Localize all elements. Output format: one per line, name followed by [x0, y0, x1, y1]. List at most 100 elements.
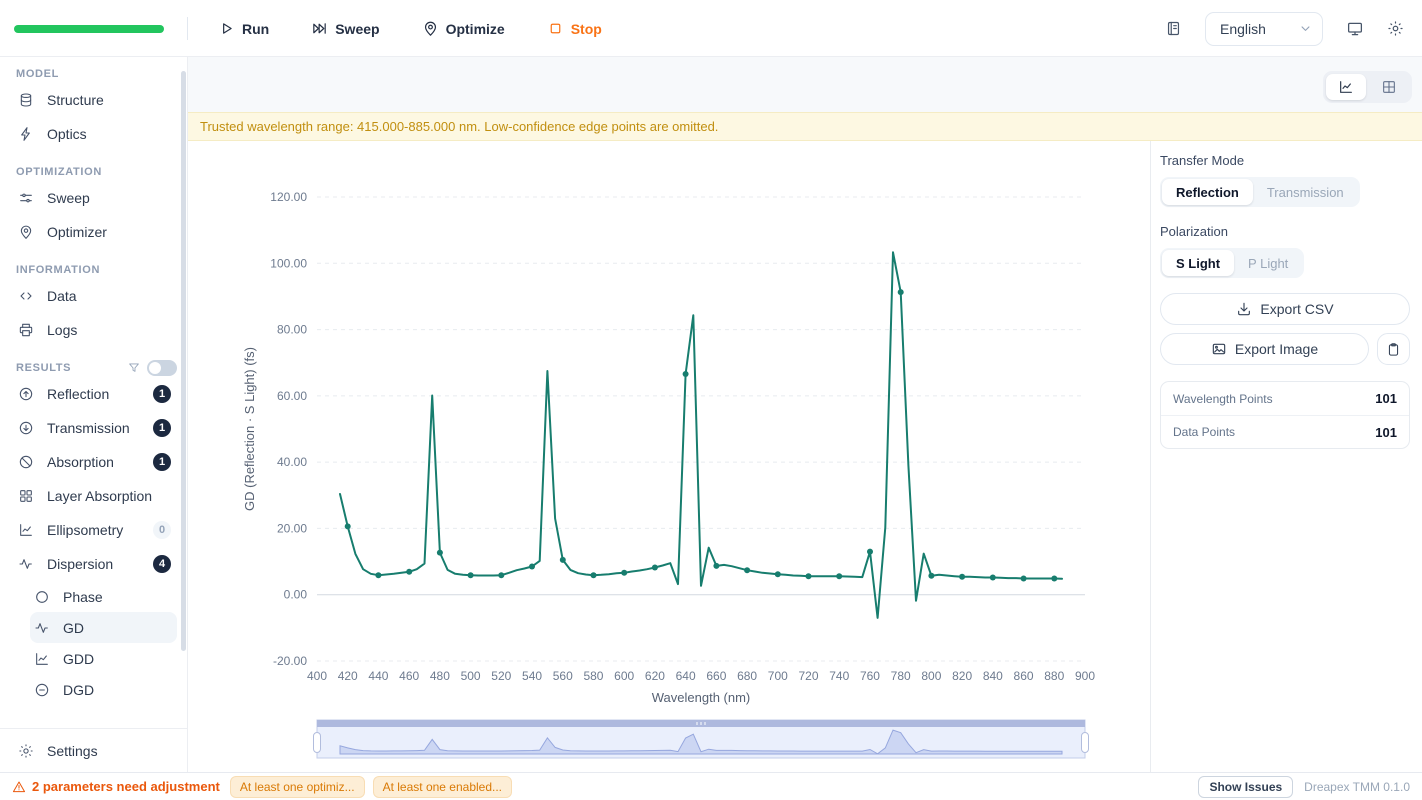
parameter-warning: 2 parameters need adjustment	[0, 779, 230, 794]
x-tick-label: 400	[307, 669, 327, 683]
sidebar-item-optimizer[interactable]: Optimizer	[14, 215, 177, 249]
action-run-button[interactable]: Run	[218, 20, 269, 37]
gear-icon	[19, 743, 33, 758]
bolt-icon	[21, 127, 30, 141]
journal-button[interactable]	[1165, 20, 1182, 37]
filter-button[interactable]	[127, 361, 141, 375]
sidebar-item-structure[interactable]: Structure	[14, 83, 177, 117]
section-label-information: INFORMATION	[16, 264, 101, 276]
sidebar-item-dispersion[interactable]: Dispersion 4	[14, 547, 177, 581]
sidebar-item-logs[interactable]: Logs	[14, 313, 177, 347]
segment-transmission[interactable]: Transmission	[1266, 184, 1344, 200]
count-badge: 0	[153, 521, 171, 539]
stat-value: 101	[1375, 424, 1397, 440]
data-point-marker	[897, 289, 904, 296]
issue-pill[interactable]: At least one enabled...	[372, 775, 513, 798]
warning-icon	[12, 781, 26, 792]
sidebar-item-layer-absorption[interactable]: Layer Absorption	[14, 479, 177, 513]
x-tick-label: 520	[491, 669, 511, 683]
export-image-label: Export Image	[1234, 341, 1319, 357]
toolbar-actions: Run Sweep Optimize Stop	[218, 0, 602, 57]
x-tick-label: 600	[614, 669, 634, 683]
language-select[interactable]: English	[1205, 11, 1323, 46]
action-stop-button[interactable]: Stop	[547, 20, 602, 37]
y-tick-label: 120.00	[270, 190, 307, 204]
panel-divider	[1150, 141, 1151, 772]
datazoom-handle-right[interactable]	[1081, 732, 1089, 753]
segment-p-light[interactable]: P Light	[1248, 255, 1289, 271]
wave-icon	[19, 559, 32, 569]
sidebar-item-transmission[interactable]: Transmission 1	[14, 411, 177, 445]
play-icon	[223, 23, 232, 34]
gd-line-chart: -20.00 0.00 20.00 40.00 60.00 80.00 100.00 120.…	[242, 190, 1095, 759]
sidebar-item-gdd[interactable]: GDD	[30, 643, 177, 674]
data-point-marker	[344, 523, 351, 530]
x-tick-label: 840	[983, 669, 1003, 683]
action-optimize-button[interactable]: Optimize	[422, 20, 505, 37]
clipboard-icon	[1388, 342, 1399, 356]
segment-s-light[interactable]: S Light	[1162, 250, 1235, 276]
sliders-icon	[20, 193, 32, 203]
table-icon	[1383, 81, 1395, 93]
toolbar-divider	[187, 17, 188, 40]
data-point-marker	[744, 567, 751, 574]
top-toolbar: Run Sweep Optimize Stop English	[0, 0, 1422, 57]
show-issues-button[interactable]: Show Issues	[1198, 775, 1294, 798]
stat-value: 101	[1375, 391, 1397, 406]
gear-icon	[1388, 21, 1403, 36]
x-tick-label: 620	[645, 669, 665, 683]
table-view-button[interactable]	[1369, 74, 1409, 100]
x-tick-label: 760	[860, 669, 880, 683]
sidebar-scrollbar[interactable]	[181, 71, 186, 651]
results-filter-toggle[interactable]	[147, 360, 177, 376]
datazoom-handle-left[interactable]	[313, 732, 321, 753]
count-badge: 1	[153, 385, 171, 403]
sidebar-item-sweep[interactable]: Sweep	[14, 181, 177, 215]
y-tick-label: 60.00	[277, 389, 307, 403]
code-icon	[20, 292, 32, 300]
copy-to-clipboard-button[interactable]	[1377, 333, 1410, 365]
action-sweep-button[interactable]: Sweep	[311, 20, 380, 37]
sidebar-item-gd[interactable]: GD	[30, 612, 177, 643]
chart-view-button[interactable]	[1326, 74, 1366, 100]
sidebar-item-absorption[interactable]: Absorption 1	[14, 445, 177, 479]
x-tick-label: 820	[952, 669, 972, 683]
settings-gear-button[interactable]	[1387, 20, 1404, 37]
x-tick-label: 860	[1014, 669, 1034, 683]
main-content: Trusted wavelength range: 415.000-885.00…	[188, 57, 1422, 772]
y-tick-label: 40.00	[277, 455, 307, 469]
status-bar-right: Show Issues Dreapex TMM 0.1.0	[1198, 775, 1422, 798]
issue-pills: At least one optimiz... At least one enab…	[229, 775, 520, 798]
x-tick-label: 580	[583, 669, 603, 683]
x-tick-label: 560	[553, 669, 573, 683]
wave-icon	[35, 622, 48, 633]
image-icon	[1212, 343, 1226, 355]
issue-pill[interactable]: At least one optimiz...	[229, 775, 365, 798]
export-image-button[interactable]: Export Image	[1160, 333, 1369, 365]
x-tick-label: 740	[829, 669, 849, 683]
export-csv-button[interactable]: Export CSV	[1160, 293, 1410, 325]
sidebar-item-settings[interactable]: Settings	[0, 728, 187, 772]
count-badge: 4	[153, 555, 171, 573]
stop-icon	[550, 23, 561, 34]
sidebar: MODEL Structure Optics OPTIMIZATION Sweep Opt…	[0, 57, 188, 772]
sidebar-item-reflection[interactable]: Reflection 1	[14, 377, 177, 411]
chart-icon	[1340, 81, 1352, 93]
display-button[interactable]	[1346, 20, 1364, 38]
sidebar-item-dgd[interactable]: DGD	[30, 674, 177, 705]
trusted-range-banner: Trusted wavelength range: 415.000-885.00…	[188, 112, 1422, 141]
sidebar-item-phase[interactable]: Phase	[30, 581, 177, 612]
sidebar-item-ellipsometry[interactable]: Ellipsometry 0	[14, 513, 177, 547]
y-tick-label: -20.00	[273, 654, 307, 668]
data-point-marker	[406, 568, 413, 575]
ban-icon	[19, 455, 33, 469]
database-icon	[20, 93, 32, 107]
sidebar-item-optics[interactable]: Optics	[14, 117, 177, 151]
y-tick-label: 80.00	[277, 323, 307, 337]
sidebar-item-data[interactable]: Data	[14, 279, 177, 313]
y-tick-label: 100.00	[270, 256, 307, 270]
segment-reflection[interactable]: Reflection	[1162, 179, 1253, 205]
banner-text: Trusted wavelength range: 415.000-885.00…	[200, 119, 719, 134]
count-badge: 1	[153, 453, 171, 471]
y-tick-label: 0.00	[284, 588, 308, 602]
